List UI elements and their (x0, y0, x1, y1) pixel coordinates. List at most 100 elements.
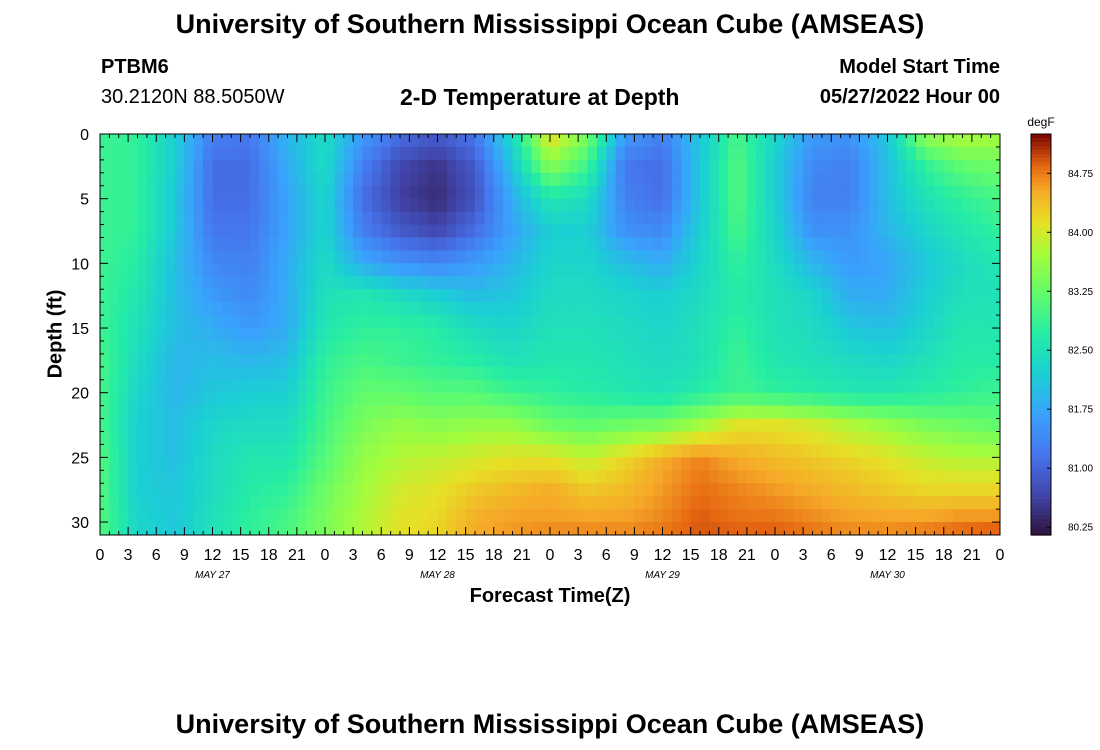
heatmap-cell (653, 276, 664, 290)
heatmap-cell (550, 159, 560, 174)
heatmap-cell (484, 159, 495, 174)
heatmap-cell (268, 340, 279, 355)
heatmap-cell (109, 353, 120, 368)
heatmap-cell (446, 328, 457, 342)
heatmap-cell (840, 431, 851, 446)
heatmap-cell (700, 172, 710, 187)
heatmap-cell (793, 392, 804, 407)
heatmap-cell (765, 522, 776, 535)
heatmap-cell (756, 366, 767, 381)
heatmap-cell (653, 250, 664, 264)
heatmap-cell (409, 379, 420, 394)
heatmap-cell (550, 198, 560, 213)
heatmap-cell (484, 470, 495, 484)
heatmap-cell (212, 302, 223, 316)
heatmap-cell (821, 392, 832, 407)
heatmap-cell (184, 198, 195, 213)
heatmap-cell (971, 250, 982, 264)
heatmap-cell (118, 198, 129, 213)
heatmap-cell (634, 444, 645, 458)
heatmap-cell (606, 263, 617, 277)
heatmap-cell (606, 379, 617, 394)
heatmap-cell (953, 250, 964, 264)
heatmap-cell (765, 302, 776, 316)
heatmap-cell (643, 457, 654, 471)
heatmap-cell (681, 457, 692, 471)
heatmap-cell (784, 146, 795, 161)
colorbar-segment (1031, 166, 1051, 171)
heatmap-cell (240, 366, 251, 381)
heatmap-cell (868, 302, 879, 316)
x-tick-label: 3 (124, 547, 133, 564)
heatmap-cell (456, 328, 467, 342)
heatmap-cell (184, 276, 195, 290)
heatmap-cell (278, 496, 289, 510)
heatmap-cell (512, 522, 523, 535)
heatmap-cell (531, 276, 542, 290)
heatmap-cell (512, 198, 523, 213)
heatmap-cell (381, 276, 392, 290)
heatmap-cell (737, 379, 748, 394)
heatmap-cell (240, 392, 251, 407)
heatmap-cell (540, 302, 551, 316)
heatmap-cell (662, 237, 673, 252)
heatmap-cell (456, 392, 467, 407)
heatmap-cell (812, 483, 823, 497)
heatmap-cell (559, 353, 570, 368)
heatmap-cell (671, 224, 682, 239)
heatmap-cell (990, 470, 1000, 484)
heatmap-cell (709, 405, 720, 420)
heatmap-cell (737, 198, 748, 213)
heatmap-cell (700, 522, 710, 535)
heatmap-cell (840, 289, 851, 303)
heatmap-cell (493, 276, 504, 290)
heatmap-cell (212, 470, 223, 484)
heatmap-cell (700, 483, 710, 497)
heatmap-cell (128, 134, 139, 148)
heatmap-cell (634, 289, 645, 303)
colorbar-segment (1031, 482, 1051, 488)
heatmap-cell (868, 211, 879, 226)
heatmap-cell (606, 289, 617, 303)
heatmap-cell (765, 496, 776, 510)
heatmap-cell (915, 198, 926, 213)
heatmap-cell (137, 302, 148, 316)
x-tick-label: 9 (855, 547, 864, 564)
heatmap-cell (175, 405, 185, 420)
heatmap-cell (278, 289, 289, 303)
heatmap-cell (343, 340, 354, 355)
colorbar-segment (1031, 510, 1051, 516)
heatmap-cell (746, 134, 757, 148)
heatmap-cell (596, 250, 607, 264)
heatmap-cell (296, 146, 307, 161)
heatmap-cell (831, 405, 842, 420)
heatmap-cell (625, 353, 635, 368)
heatmap-cell (896, 496, 907, 510)
heatmap-cell (868, 509, 879, 523)
heatmap-cell (203, 224, 214, 239)
heatmap-cell (465, 392, 476, 407)
heatmap-cell (550, 289, 560, 303)
heatmap-cell (793, 366, 804, 381)
heatmap-cell (287, 470, 298, 484)
heatmap-cell (315, 340, 326, 355)
heatmap-cell (381, 366, 392, 381)
heatmap-cell (915, 289, 926, 303)
heatmap-cell (953, 315, 964, 329)
heatmap-cell (953, 198, 964, 213)
heatmap-cell (221, 263, 232, 277)
heatmap-cell (653, 159, 664, 174)
heatmap-cell (540, 276, 551, 290)
heatmap-cell (137, 509, 148, 523)
heatmap-cell (109, 263, 120, 277)
heatmap-cell (315, 470, 326, 484)
heatmap-cell (146, 263, 157, 277)
heatmap-cell (268, 250, 279, 264)
heatmap-cell (334, 522, 345, 535)
heatmap-cell (915, 392, 926, 407)
heatmap-cell (221, 302, 232, 316)
heatmap-cell (578, 250, 589, 264)
heatmap-cell (362, 470, 373, 484)
heatmap-cell (146, 431, 157, 446)
heatmap-cell (203, 509, 214, 523)
